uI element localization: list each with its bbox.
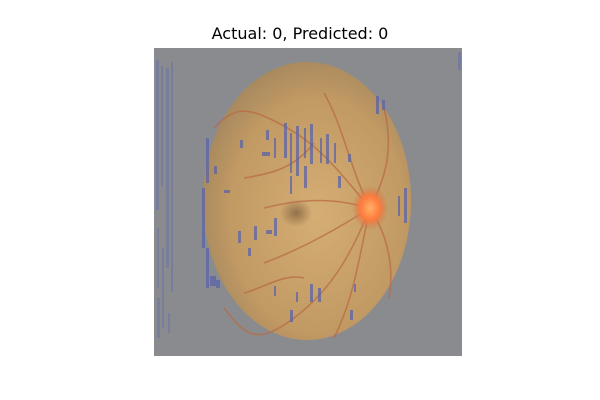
figure-title: Actual: 0, Predicted: 0 bbox=[211, 24, 389, 43]
left-heatmap-stripes bbox=[156, 60, 173, 338]
fundus-image bbox=[154, 48, 462, 356]
macula bbox=[280, 199, 312, 227]
heatmap-spots bbox=[202, 96, 407, 322]
optic-disc bbox=[352, 186, 388, 230]
top-right-spot bbox=[458, 52, 461, 70]
